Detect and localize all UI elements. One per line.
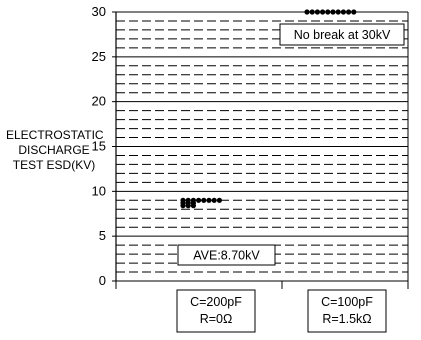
y-tick-label: 0 — [99, 273, 106, 288]
annotation-box — [177, 244, 276, 266]
y-axis-label-line-2: DISCHARGE TEST ESD(KV) — [12, 143, 96, 172]
data-point — [330, 9, 336, 15]
data-points — [180, 9, 357, 209]
annotation-box — [279, 23, 405, 46]
y-tick-label: 25 — [92, 49, 106, 64]
category-label: C=100pF — [321, 295, 373, 309]
category-label: C=200pF — [190, 295, 242, 309]
y-tick-label: 30 — [92, 4, 106, 19]
category-box — [176, 289, 256, 333]
data-point — [351, 9, 357, 15]
y-tick-label: 15 — [92, 139, 106, 154]
annotation-text: AVE:8.70kV — [193, 249, 260, 263]
data-point — [196, 197, 202, 203]
y-axis-label-line-1: ELECTROSTATIC — [6, 128, 104, 142]
data-point — [206, 197, 212, 203]
y-axis-label: ELECTROSTATIC DISCHARGE TEST ESD(KV) — [6, 128, 104, 173]
data-point — [346, 9, 352, 15]
data-point — [180, 203, 186, 209]
y-tick-label: 5 — [99, 228, 106, 243]
data-point — [185, 203, 191, 209]
y-ticks: 0 5 10 15 20 25 30 — [92, 4, 116, 288]
y-tick-label: 20 — [92, 94, 106, 109]
category-labels: C=200pF R=0Ω C=100pF R=1.5kΩ — [176, 289, 387, 333]
data-point — [216, 197, 222, 203]
data-point — [201, 197, 207, 203]
data-point — [325, 9, 331, 15]
y-tick-label: 10 — [92, 183, 106, 198]
data-point — [340, 9, 346, 15]
category-label: R=0Ω — [200, 312, 233, 326]
data-point — [309, 9, 315, 15]
annotation-text: No break at 30kV — [294, 28, 391, 42]
grid — [116, 11, 408, 282]
annotations: AVE:8.70kV No break at 30kV — [177, 23, 405, 266]
data-point — [211, 197, 217, 203]
data-point — [304, 9, 310, 15]
data-point — [190, 203, 196, 209]
category-box — [307, 289, 387, 333]
data-point — [335, 9, 341, 15]
data-point — [320, 9, 326, 15]
category-label: R=1.5kΩ — [322, 312, 371, 326]
data-point — [314, 9, 320, 15]
